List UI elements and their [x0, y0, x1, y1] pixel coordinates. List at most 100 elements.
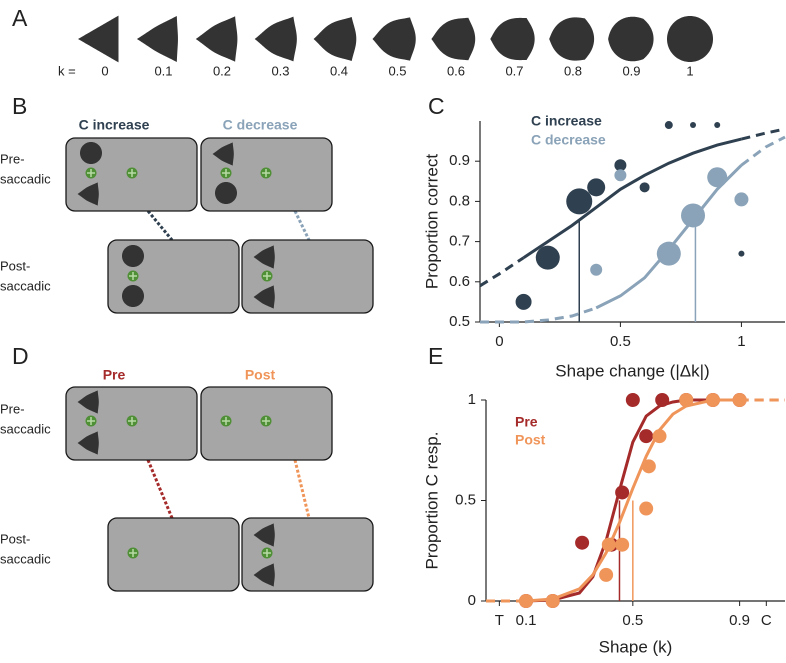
- data-point: [566, 188, 593, 215]
- fixation-cross: [128, 417, 136, 425]
- data-point: [599, 567, 614, 582]
- row-label: saccadic: [0, 278, 51, 293]
- k-value: 0.5: [388, 63, 406, 78]
- row-label: saccadic: [0, 421, 51, 436]
- shape: [195, 16, 238, 62]
- k-value: 0.1: [154, 63, 172, 78]
- legend-label: C decrease: [531, 132, 606, 148]
- fixation-cross: [262, 169, 270, 177]
- triangle-shape: [253, 245, 275, 269]
- shape: [431, 17, 476, 61]
- fixation-cross: [87, 169, 95, 177]
- data-point: [587, 178, 606, 197]
- triangle-shape: [253, 523, 275, 547]
- data-point: [515, 293, 532, 310]
- link: [293, 210, 311, 241]
- y-tick-label: 0.9: [449, 152, 470, 169]
- y-tick-label: 0.5: [449, 313, 470, 330]
- triangle-shape: [253, 285, 275, 309]
- data-point: [614, 159, 627, 172]
- row-label: saccadic: [0, 171, 51, 186]
- k-value: 1: [686, 63, 693, 78]
- fit-curve: [522, 137, 742, 259]
- y-axis-label: Proportion correct: [422, 154, 441, 289]
- triangle-shape: [212, 142, 234, 166]
- x-tick-label: 0.5: [622, 612, 643, 629]
- shape: [667, 16, 713, 62]
- data-point: [519, 594, 534, 608]
- column-header: Post: [245, 367, 276, 383]
- shape: [372, 17, 416, 61]
- legend-label: C increase: [531, 113, 602, 129]
- triangle-shape: [77, 182, 99, 206]
- data-point: [639, 182, 650, 193]
- data-point: [535, 245, 560, 270]
- fit-curve: [479, 256, 525, 288]
- y-tick-label: 1: [468, 391, 476, 408]
- x-tick-label: 1: [737, 333, 745, 350]
- data-point: [679, 393, 694, 407]
- column-header: C increase: [79, 117, 150, 133]
- fit-curve: [480, 306, 597, 324]
- circle-shape: [122, 285, 144, 307]
- shape: [78, 15, 119, 63]
- k-value: 0: [101, 63, 108, 78]
- data-point: [641, 459, 656, 474]
- data-point: [590, 263, 603, 276]
- data-point: [738, 250, 745, 257]
- fixation-cross: [263, 272, 271, 280]
- k-value: 0.3: [271, 63, 289, 78]
- y-tick-label: 0.7: [449, 233, 470, 250]
- x-tick-label: 0.9: [729, 612, 750, 629]
- shape: [608, 16, 654, 62]
- k-label: k =: [58, 63, 76, 78]
- panel-label: A: [12, 5, 28, 31]
- k-value: 0.9: [622, 63, 640, 78]
- x-tick-label: C: [761, 612, 772, 629]
- shape: [254, 16, 297, 62]
- fixation-cross: [262, 417, 270, 425]
- legend-label: Pre: [515, 414, 538, 430]
- row-label: Pre-: [0, 401, 25, 416]
- row-label: Post-: [0, 531, 30, 546]
- fixation-cross: [87, 417, 95, 425]
- row-label: Pre-: [0, 151, 25, 166]
- triangle-shape: [77, 390, 99, 414]
- x-tick-label: 0.1: [516, 612, 537, 629]
- data-point: [732, 393, 747, 407]
- data-point: [625, 393, 640, 407]
- data-point: [639, 501, 654, 516]
- column-header: Pre: [103, 367, 126, 383]
- panel-label: E: [428, 343, 443, 369]
- triangle-shape: [77, 431, 99, 455]
- k-value: 0.4: [330, 63, 348, 78]
- panel-label: B: [12, 93, 27, 119]
- k-value: 0.8: [564, 63, 582, 78]
- y-tick-label: 0.5: [455, 491, 476, 508]
- data-point: [575, 535, 590, 550]
- link: [146, 210, 174, 241]
- data-point: [734, 192, 749, 207]
- data-point: [615, 537, 630, 552]
- fit-curve: [740, 135, 786, 167]
- shape: [136, 15, 178, 63]
- fixation-cross: [263, 549, 271, 557]
- data-point: [652, 429, 667, 444]
- x-tick-label: 0: [495, 333, 503, 350]
- data-point: [614, 169, 627, 182]
- data-point: [714, 122, 721, 129]
- link: [146, 459, 174, 519]
- circle-shape: [80, 142, 102, 164]
- x-tick-label: T: [495, 612, 504, 629]
- data-point: [655, 393, 670, 407]
- fixation-cross: [129, 272, 137, 280]
- data-point: [615, 485, 630, 500]
- circle-shape: [215, 182, 237, 204]
- circle-shape: [122, 245, 144, 267]
- data-point: [545, 594, 560, 608]
- fit-curve: [741, 127, 786, 141]
- panel-label: D: [12, 343, 29, 369]
- k-value: 0.2: [213, 63, 231, 78]
